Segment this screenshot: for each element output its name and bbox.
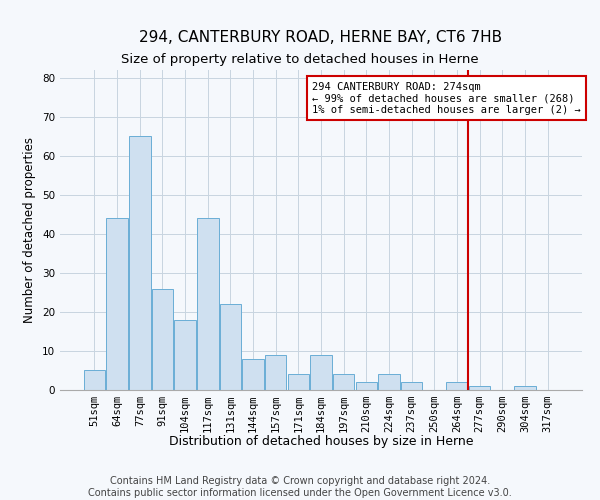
Bar <box>356 382 377 390</box>
Bar <box>129 136 151 390</box>
Bar <box>265 355 286 390</box>
Bar <box>378 374 400 390</box>
Bar <box>287 374 309 390</box>
Text: 294 CANTERBURY ROAD: 274sqm
← 99% of detached houses are smaller (268)
1% of sem: 294 CANTERBURY ROAD: 274sqm ← 99% of det… <box>312 82 581 115</box>
Bar <box>152 288 173 390</box>
Bar <box>106 218 128 390</box>
X-axis label: Distribution of detached houses by size in Herne: Distribution of detached houses by size … <box>169 435 473 448</box>
Bar <box>514 386 536 390</box>
Text: Contains HM Land Registry data © Crown copyright and database right 2024.
Contai: Contains HM Land Registry data © Crown c… <box>88 476 512 498</box>
Bar <box>333 374 355 390</box>
Bar <box>175 320 196 390</box>
Bar <box>242 359 264 390</box>
Bar <box>197 218 218 390</box>
Text: Size of property relative to detached houses in Herne: Size of property relative to detached ho… <box>121 52 479 66</box>
Bar <box>220 304 241 390</box>
Bar <box>310 355 332 390</box>
Bar <box>446 382 467 390</box>
Y-axis label: Number of detached properties: Number of detached properties <box>23 137 37 323</box>
Title: 294, CANTERBURY ROAD, HERNE BAY, CT6 7HB: 294, CANTERBURY ROAD, HERNE BAY, CT6 7HB <box>139 30 503 45</box>
Bar <box>84 370 105 390</box>
Bar <box>401 382 422 390</box>
Bar <box>469 386 490 390</box>
